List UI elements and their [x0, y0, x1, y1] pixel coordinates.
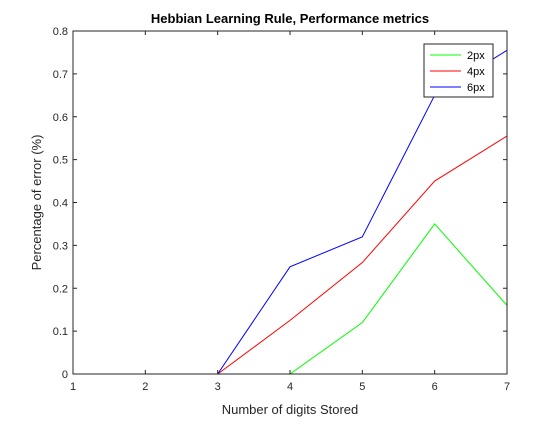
legend-label: 6px	[467, 82, 485, 94]
legend-items: 2px 4px 6px	[430, 50, 485, 94]
x-tick-label: 6	[432, 381, 438, 393]
y-tick-label: 0.1	[53, 326, 68, 338]
y-tick-label: 0.5	[53, 155, 68, 167]
y-axis-label: Percentage of error (%)	[29, 135, 44, 271]
x-tick-label: 4	[287, 381, 293, 393]
y-tick-label: 0	[62, 369, 68, 381]
chart-title: Hebbian Learning Rule, Performance metri…	[151, 11, 429, 26]
legend-label: 4px	[467, 66, 485, 78]
x-tick-label: 7	[504, 381, 510, 393]
legend-label: 2px	[467, 50, 485, 62]
y-tick-label: 0.8	[53, 26, 68, 38]
y-tick-label: 0.6	[53, 112, 68, 124]
x-tick-label: 3	[215, 381, 221, 393]
y-tick-label: 0.3	[53, 240, 68, 252]
y-tick-label: 0.7	[53, 69, 68, 81]
y-tick-label: 0.2	[53, 283, 68, 295]
y-tick-label: 0.4	[53, 198, 68, 210]
x-tick-label: 5	[359, 381, 365, 393]
x-axis-label: Number of digits Stored	[222, 402, 359, 417]
legend: 2px 4px 6px	[423, 43, 494, 98]
x-axis: 1 2 3 4 5 6 7	[70, 31, 510, 393]
x-tick-label: 2	[142, 381, 148, 393]
x-tick-label: 1	[70, 381, 76, 393]
series-line-4px	[73, 135, 507, 374]
y-axis: 0 0.1 0.2 0.3 0.4 0.5 0.6 0.7 0.8	[53, 26, 507, 381]
series-line-2px	[73, 223, 507, 374]
